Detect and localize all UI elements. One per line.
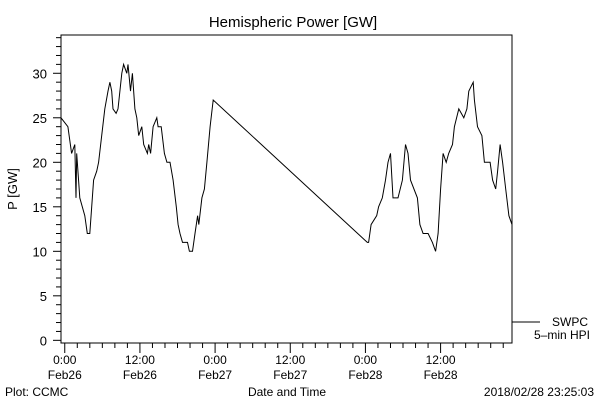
chart-title: Hemispheric Power [GW]: [209, 14, 377, 31]
plot-timestamp: 2018/02/28 23:25:03: [484, 385, 594, 399]
y-tick-label: 0: [40, 333, 47, 348]
y-tick-label: 15: [33, 200, 47, 215]
series-line-swpc-hpi: [60, 62, 513, 252]
x-tick-time: 12:00: [275, 353, 305, 367]
y-axis-label: P [GW]: [5, 168, 20, 210]
y-tick-label: 25: [33, 111, 47, 126]
x-tick-date: Feb26: [123, 368, 157, 382]
x-axis-label: Date and Time: [248, 385, 326, 399]
y-tick-label: 10: [33, 244, 47, 259]
x-tick-time: 12:00: [426, 353, 456, 367]
x-tick-time: 0:00: [354, 353, 378, 367]
x-tick-time: 0:00: [203, 353, 227, 367]
x-tick-date: Feb26: [48, 368, 82, 382]
x-tick-time: 0:00: [53, 353, 77, 367]
x-tick-time: 12:00: [125, 353, 155, 367]
x-tick-date: Feb28: [348, 368, 382, 382]
y-tick-label: 20: [33, 155, 47, 170]
x-tick-date: Feb27: [198, 368, 232, 382]
y-tick-label: 5: [40, 289, 47, 304]
plot-frame: [60, 34, 513, 344]
legend-label-hpi: 5–min HPI: [534, 328, 590, 342]
plot-credit: Plot: CCMC: [5, 385, 69, 399]
legend-label-swpc: SWPC: [552, 315, 588, 329]
x-tick-date: Feb27: [273, 368, 307, 382]
y-tick-label: 30: [33, 66, 47, 81]
x-tick-date: Feb28: [424, 368, 458, 382]
